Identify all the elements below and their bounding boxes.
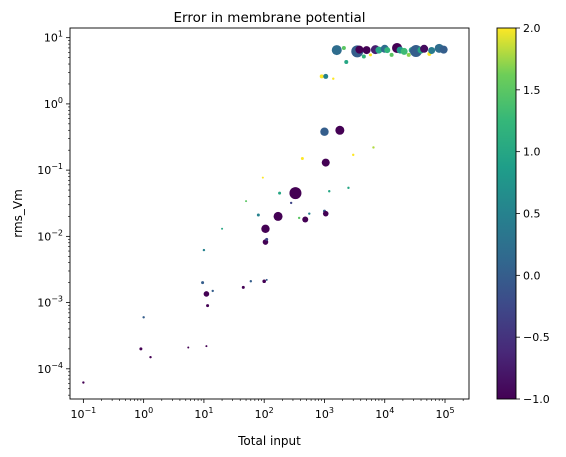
y-tick-label: 101 [44,30,63,45]
data-point [261,224,270,234]
y-tick-label: 10−2 [37,228,63,243]
colorbar: −1.0 −0.5 0.0 0.5 1.0 1.5 2.0 [496,22,550,406]
data-point [352,153,355,157]
data-point [368,53,372,57]
data-point [289,187,302,200]
data-point [202,248,206,252]
data-point [400,47,408,55]
data-point [320,127,329,136]
data-point [347,186,350,190]
plot-frame [69,27,470,400]
colorbar-tick-label: −1.0 [523,393,550,406]
data-point [319,74,324,79]
data-point [265,278,268,281]
data-point [149,355,152,359]
data-point [332,77,335,80]
data-point [203,291,210,297]
data-point [256,213,260,217]
data-point [201,281,205,285]
data-point [245,200,248,203]
colorbar-gradient [496,27,517,400]
data-point [355,45,364,54]
data-point [439,45,448,54]
data-point [289,201,293,205]
data-point [322,210,329,217]
data-point [262,279,266,284]
data-point [205,345,208,348]
colorbar-tick-label: −0.5 [523,331,550,344]
data-point [321,158,330,167]
data-point [344,59,349,64]
x-tick-label: 102 [255,406,274,421]
x-axis: 10−1 100 101 102 103 104 105 [70,399,464,421]
x-tick-label: 101 [194,406,213,421]
data-point [211,289,214,293]
y-axis: 10−4 10−3 10−2 10−1 100 101 [37,30,70,396]
x-tick-label: 105 [435,406,454,421]
y-tick-label: 10−3 [37,295,63,310]
data-point [328,190,331,193]
data-point [308,212,311,215]
data-point [265,237,269,241]
x-tick-label: 10−1 [70,406,96,421]
data-point [206,304,210,308]
x-tick-label: 100 [134,406,153,421]
data-point [428,47,436,55]
data-point [372,146,375,149]
data-point [273,211,283,221]
data-point [142,316,145,319]
colorbar-tick-label: 1.0 [523,146,541,159]
data-point [249,280,253,283]
data-point [261,176,264,179]
data-point [335,125,345,135]
y-axis-label: rms_Vm [11,189,25,238]
colorbar-tick-label: 2.0 [523,22,541,35]
data-point [375,46,383,54]
y-tick-label: 10−1 [37,162,63,177]
data-point [82,381,85,384]
data-point [221,227,224,230]
data-point [361,54,366,59]
colorbar-ticks: −1.0 −0.5 0.0 0.5 1.0 1.5 2.0 [516,22,550,406]
data-point [297,216,301,220]
data-point [278,191,282,195]
data-point [139,347,143,351]
data-point [384,47,391,54]
data-point [302,216,309,223]
data-point [420,44,429,53]
data-point [241,285,245,289]
y-tick-label: 10−4 [37,361,63,376]
chart-title: Error in membrane potential [174,10,366,26]
colorbar-tick-label: 0.5 [523,208,541,221]
data-point [323,73,329,79]
data-point [300,156,304,160]
colorbar-tick-label: 0.0 [523,269,541,282]
data-point [389,52,394,57]
data-points [82,42,448,384]
colorbar-tick-label: 1.5 [523,84,541,97]
data-point [341,45,346,50]
data-point [331,45,342,56]
y-tick-label: 100 [44,96,63,111]
data-point [187,346,190,349]
x-tick-label: 104 [375,406,394,421]
x-axis-label: Total input [237,434,301,448]
data-point [406,52,411,57]
x-tick-label: 103 [315,406,334,421]
data-point [362,46,371,55]
